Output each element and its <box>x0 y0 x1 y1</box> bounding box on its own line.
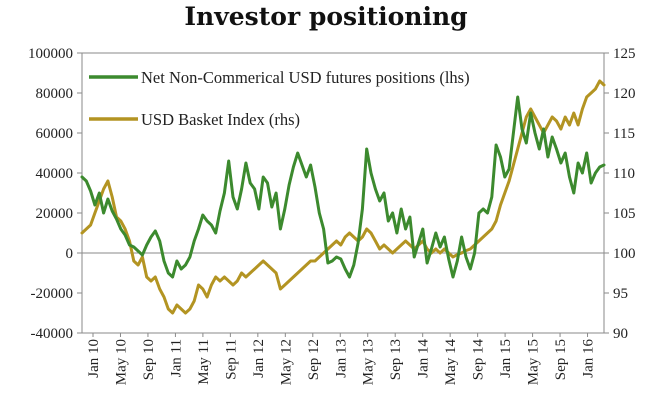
right-tick-label: 110 <box>613 166 635 182</box>
x-tick-label: May 12 <box>278 339 294 385</box>
x-tick-label: Jan 11 <box>168 339 184 377</box>
right-tick-label: 125 <box>613 46 636 62</box>
left-tick-label: 100000 <box>28 46 73 62</box>
left-tick-label: 60000 <box>36 126 74 142</box>
left-tick-label: -20000 <box>31 286 74 302</box>
series-layer <box>80 79 606 315</box>
x-tick-label: Jan 15 <box>498 339 514 378</box>
right-tick-label: 115 <box>613 126 635 142</box>
series-line-usd-futures-positions <box>80 95 606 279</box>
x-tick-label: Sep 14 <box>471 339 487 381</box>
right-tick-label: 90 <box>613 326 628 342</box>
legend-label: Net Non-Commerical USD futures positions… <box>141 68 470 87</box>
x-tick-label: May 11 <box>196 339 212 385</box>
x-tick-label: Jan 16 <box>581 339 597 378</box>
left-tick-label: 0 <box>66 246 74 262</box>
x-tick-label: Jan 10 <box>86 339 102 378</box>
x-tick-label: Sep 11 <box>223 339 239 380</box>
series-line-usd-basket-index <box>80 79 606 315</box>
x-tick-label: Jan 13 <box>333 339 349 378</box>
x-tick-label: May 15 <box>526 339 542 385</box>
legend-label: USD Basket Index (rhs) <box>141 110 300 129</box>
x-tick-label: May 14 <box>443 339 459 386</box>
left-tick-label: 80000 <box>36 86 74 102</box>
left-tick-label: -40000 <box>31 326 74 342</box>
x-tick-label: May 10 <box>113 339 129 385</box>
x-tick-label: May 13 <box>361 339 377 385</box>
right-tick-label: 100 <box>613 246 636 262</box>
axes: -40000 -20000 0 20000 40000 60000 80000 100000 9… <box>28 46 636 385</box>
legend: Net Non-Commerical USD futures positions… <box>89 68 470 129</box>
left-tick-label: 40000 <box>36 166 74 182</box>
x-tick-label: Jan 12 <box>251 339 267 378</box>
x-tick-label: Sep 10 <box>141 339 157 380</box>
chart-title: Investor positioning <box>184 2 468 31</box>
x-tick-label: Sep 12 <box>306 339 322 380</box>
x-tick-label: Jan 14 <box>416 339 432 378</box>
x-tick-label: Sep 15 <box>553 339 569 380</box>
x-tick-label: Sep 13 <box>388 339 404 380</box>
right-tick-label: 105 <box>613 206 636 222</box>
right-tick-label: 120 <box>613 86 636 102</box>
left-tick-label: 20000 <box>36 206 74 222</box>
plot-frame <box>81 52 605 334</box>
right-tick-label: 95 <box>613 286 628 302</box>
